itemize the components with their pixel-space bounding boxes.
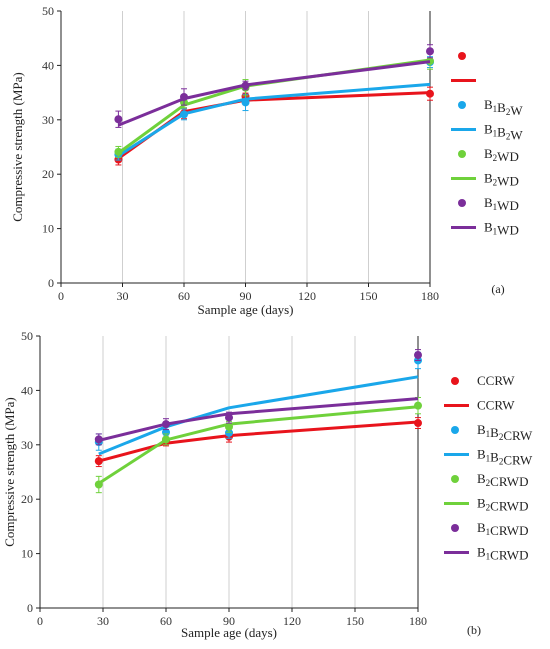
series-line (117, 60, 431, 127)
data-point (225, 413, 233, 422)
data-point (225, 428, 233, 437)
x-tick-label: 90 (223, 614, 235, 628)
legend-label: B1CRWD (477, 520, 528, 538)
x-axis-label: Sample age (days) (181, 625, 277, 640)
data-point (180, 110, 188, 119)
series-line (98, 375, 419, 456)
y-tick-label: 40 (21, 383, 33, 397)
legend-label: B1B2W (484, 97, 523, 118)
legend-marker (458, 199, 466, 207)
x-tick-label: 0 (58, 289, 64, 303)
legend-label: CCRW (477, 398, 515, 413)
x-tick-label: 120 (283, 614, 301, 628)
legend-label: B1B2CRW (477, 422, 533, 443)
data-point (414, 401, 422, 410)
data-point (225, 422, 233, 431)
legend-label: B2CRWD (477, 471, 528, 489)
chart-panel-b: 0 30 60 90 120 150 180 0 10 20 30 40 50 Sample age (d… (2, 329, 533, 640)
y-tick-label: 10 (21, 547, 33, 561)
panel-label: (a) (491, 282, 504, 296)
y-tick-label: 40 (42, 58, 54, 72)
legend-marker (451, 377, 459, 385)
x-tick-label: 150 (346, 614, 364, 628)
data-point (94, 480, 103, 489)
y-tick-label: 20 (42, 167, 54, 181)
y-axis-label: Compressive strength (MPa) (10, 72, 25, 221)
y-tick-label: 30 (21, 438, 33, 452)
y-tick-label: 0 (48, 276, 54, 290)
legend-marker (458, 52, 466, 60)
data-point (180, 92, 188, 101)
data-point (241, 98, 250, 107)
x-tick-label: 120 (298, 289, 316, 303)
data-point (94, 435, 103, 444)
legend-label: B1CRWD (477, 545, 528, 563)
x-tick-label: 30 (117, 289, 129, 303)
series-B1CRWD (94, 349, 422, 446)
legend-label: B2WD (484, 146, 519, 164)
series-line (98, 397, 419, 442)
data-point (426, 89, 434, 98)
data-point (162, 420, 170, 429)
x-tick-label: 30 (97, 614, 109, 628)
data-point (241, 81, 250, 90)
x-tick-label: 90 (240, 289, 252, 303)
legend-label: B1B2W (484, 122, 523, 143)
legend-marker (451, 524, 459, 532)
legend-marker (451, 426, 459, 434)
data-point (114, 147, 123, 156)
x-axis-label: Sample age (days) (197, 302, 293, 317)
legend-label: CCRW (477, 373, 515, 388)
y-tick-label: 10 (42, 222, 54, 236)
data-point (114, 115, 123, 124)
x-tick-label: 0 (37, 614, 43, 628)
y-tick-label: 20 (21, 492, 33, 506)
y-tick-label: 50 (42, 4, 54, 18)
legend-label: B2CRWD (477, 496, 528, 514)
series-B1WD (114, 44, 434, 128)
series-line (98, 420, 419, 463)
series-B2CRWD (94, 396, 422, 494)
legend-label: B1WD (484, 195, 519, 213)
y-axis-label: Compressive strength (MPa) (2, 397, 17, 546)
legend-marker (451, 475, 459, 483)
x-tick-label: 60 (178, 289, 190, 303)
y-tick-label: 50 (21, 329, 33, 343)
y-tick-label: 30 (42, 113, 54, 127)
legend-label: B2WD (484, 171, 519, 189)
y-tick-label: 0 (27, 601, 33, 615)
data-point (414, 419, 422, 428)
legend-marker (458, 101, 466, 109)
series-line (97, 405, 419, 485)
data-point (414, 351, 422, 360)
x-tick-label: 180 (409, 614, 427, 628)
series-line (117, 82, 431, 157)
panel-label: (b) (467, 623, 481, 637)
series-CCRW (94, 417, 422, 468)
x-tick-label: 180 (421, 289, 439, 303)
data-point (162, 435, 170, 444)
x-tick-label: 60 (160, 614, 172, 628)
legend-label: B1B2CRW (477, 447, 533, 468)
x-tick-label: 150 (360, 289, 378, 303)
legend-label: B1WD (484, 220, 519, 238)
data-point (426, 47, 434, 56)
data-point (94, 457, 103, 466)
chart-panel-a: 0 30 60 90 120 150 180 0 10 20 30 40 50 Sample age (d… (10, 4, 523, 317)
legend-marker (458, 150, 466, 158)
